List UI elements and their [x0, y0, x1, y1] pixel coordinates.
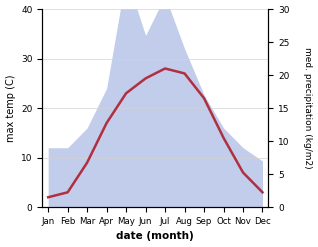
Y-axis label: max temp (C): max temp (C) — [5, 74, 16, 142]
X-axis label: date (month): date (month) — [116, 231, 194, 242]
Y-axis label: med. precipitation (kg/m2): med. precipitation (kg/m2) — [303, 47, 313, 169]
